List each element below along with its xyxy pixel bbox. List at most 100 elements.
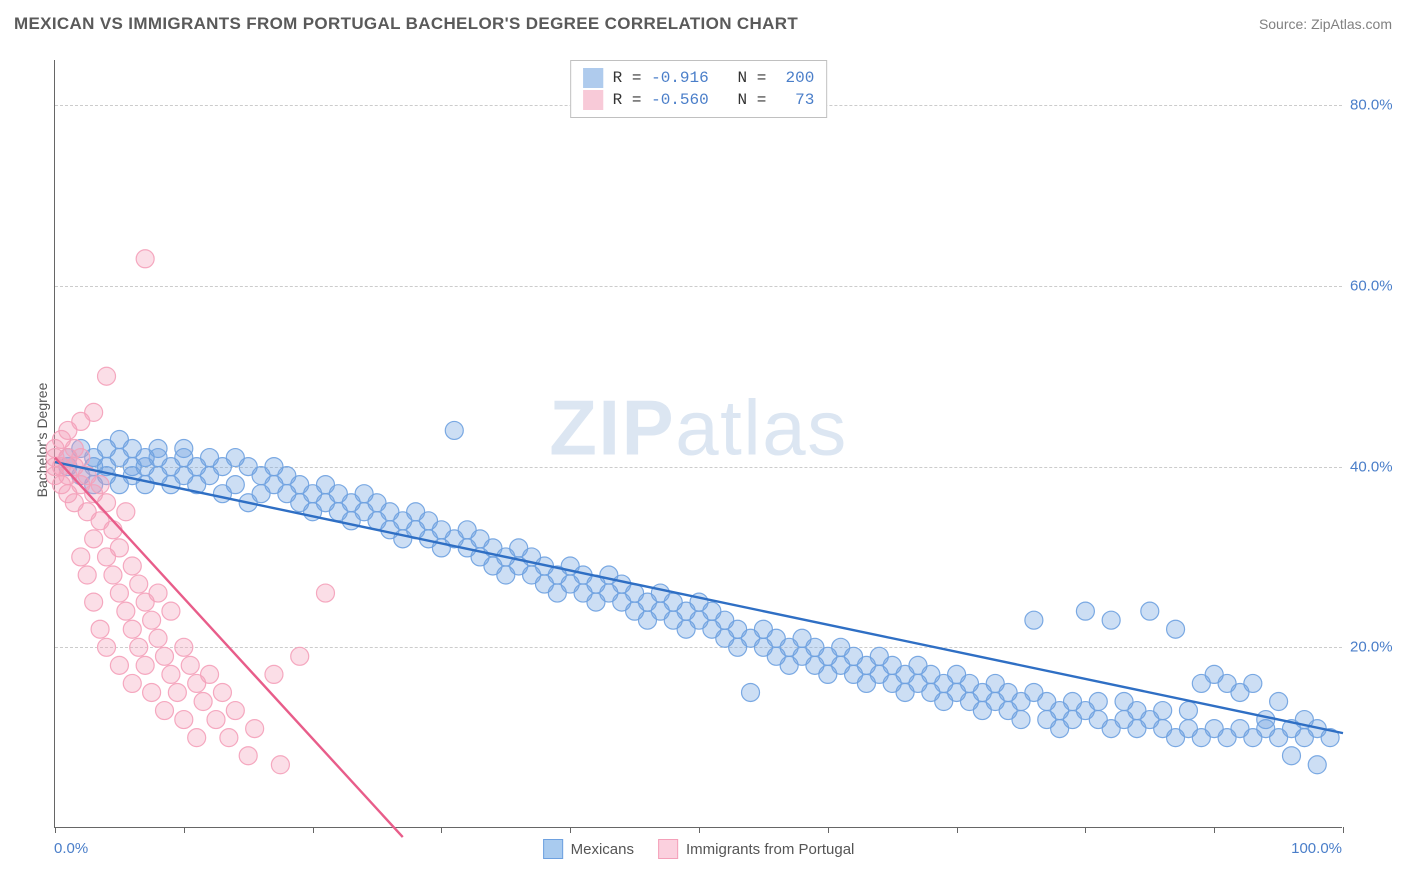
x-tick [1343, 827, 1344, 833]
data-point-portugal [117, 503, 135, 521]
data-point-portugal [91, 476, 109, 494]
data-point-portugal [117, 602, 135, 620]
correlation-legend: R = -0.916 N = 200 R = -0.560 N = 73 [570, 60, 828, 118]
y-tick-label: 80.0% [1350, 97, 1393, 114]
data-point-mexicans [1282, 747, 1300, 765]
data-point-portugal [207, 711, 225, 729]
data-point-portugal [220, 729, 238, 747]
x-tick-label: 100.0% [1291, 840, 1342, 857]
data-point-mexicans [1025, 611, 1043, 629]
x-tick [1085, 827, 1086, 833]
data-point-portugal [143, 683, 161, 701]
data-point-portugal [136, 656, 154, 674]
data-point-portugal [130, 575, 148, 593]
data-point-portugal [246, 720, 264, 738]
data-point-mexicans [1012, 711, 1030, 729]
data-point-portugal [85, 593, 103, 611]
trendline-mexicans [55, 462, 1343, 733]
data-point-portugal [149, 629, 167, 647]
data-point-portugal [155, 702, 173, 720]
data-point-portugal [98, 638, 116, 656]
data-point-portugal [188, 729, 206, 747]
chart-title: MEXICAN VS IMMIGRANTS FROM PORTUGAL BACH… [14, 14, 798, 34]
data-point-mexicans [1179, 702, 1197, 720]
x-tick [1214, 827, 1215, 833]
data-point-mexicans [1270, 693, 1288, 711]
data-point-mexicans [1076, 602, 1094, 620]
data-point-portugal [91, 620, 109, 638]
correlation-row-portugal: R = -0.560 N = 73 [583, 89, 815, 111]
data-point-mexicans [1154, 702, 1172, 720]
swatch-mexicans [583, 68, 603, 88]
data-point-portugal [168, 683, 186, 701]
correlation-text: R = -0.916 N = 200 [613, 69, 815, 87]
x-tick [570, 827, 571, 833]
data-point-mexicans [1167, 620, 1185, 638]
correlation-row-mexicans: R = -0.916 N = 200 [583, 67, 815, 89]
legend-swatch [543, 839, 563, 859]
scatter-chart [55, 60, 1343, 828]
data-point-mexicans [1257, 711, 1275, 729]
data-point-portugal [123, 557, 141, 575]
data-point-portugal [110, 539, 128, 557]
source-attribution: Source: ZipAtlas.com [1259, 16, 1392, 32]
plot-area: ZIPatlas 20.0%40.0%60.0%80.0% R = -0.916… [54, 60, 1342, 828]
data-point-portugal [72, 449, 90, 467]
data-point-portugal [123, 674, 141, 692]
data-point-portugal [175, 638, 193, 656]
legend-item: Mexicans [543, 839, 634, 859]
data-point-portugal [291, 647, 309, 665]
data-point-mexicans [1102, 611, 1120, 629]
data-point-mexicans [1089, 693, 1107, 711]
data-point-portugal [265, 665, 283, 683]
data-point-portugal [104, 566, 122, 584]
data-point-portugal [98, 367, 116, 385]
data-point-portugal [149, 584, 167, 602]
data-point-mexicans [226, 476, 244, 494]
correlation-text: R = -0.560 N = 73 [613, 91, 815, 109]
data-point-mexicans [1244, 674, 1262, 692]
data-point-portugal [316, 584, 334, 602]
data-point-mexicans [1308, 756, 1326, 774]
data-point-portugal [78, 566, 96, 584]
legend-label: Mexicans [571, 841, 634, 858]
x-tick [313, 827, 314, 833]
x-tick [184, 827, 185, 833]
legend-item: Immigrants from Portugal [658, 839, 854, 859]
data-point-portugal [194, 693, 212, 711]
data-point-portugal [155, 647, 173, 665]
data-point-portugal [143, 611, 161, 629]
data-point-portugal [136, 250, 154, 268]
data-point-portugal [110, 584, 128, 602]
legend-label: Immigrants from Portugal [686, 841, 854, 858]
data-point-portugal [213, 683, 231, 701]
x-tick-label: 0.0% [54, 840, 88, 857]
data-point-portugal [181, 656, 199, 674]
legend-swatch [658, 839, 678, 859]
data-point-mexicans [445, 421, 463, 439]
series-legend: Mexicans Immigrants from Portugal [543, 839, 855, 859]
data-point-portugal [175, 711, 193, 729]
data-point-mexicans [175, 440, 193, 458]
data-point-mexicans [1141, 602, 1159, 620]
x-tick [441, 827, 442, 833]
data-point-portugal [123, 620, 141, 638]
data-point-portugal [110, 656, 128, 674]
x-tick [828, 827, 829, 833]
data-point-mexicans [742, 683, 760, 701]
data-point-portugal [104, 521, 122, 539]
data-point-portugal [226, 702, 244, 720]
y-tick-label: 20.0% [1350, 639, 1393, 656]
y-tick-label: 40.0% [1350, 458, 1393, 475]
data-point-portugal [201, 665, 219, 683]
data-point-portugal [239, 747, 257, 765]
swatch-portugal [583, 90, 603, 110]
y-tick-label: 60.0% [1350, 277, 1393, 294]
data-point-portugal [98, 494, 116, 512]
data-point-portugal [130, 638, 148, 656]
data-point-portugal [85, 403, 103, 421]
x-tick [55, 827, 56, 833]
data-point-portugal [72, 548, 90, 566]
data-point-portugal [271, 756, 289, 774]
x-tick [957, 827, 958, 833]
